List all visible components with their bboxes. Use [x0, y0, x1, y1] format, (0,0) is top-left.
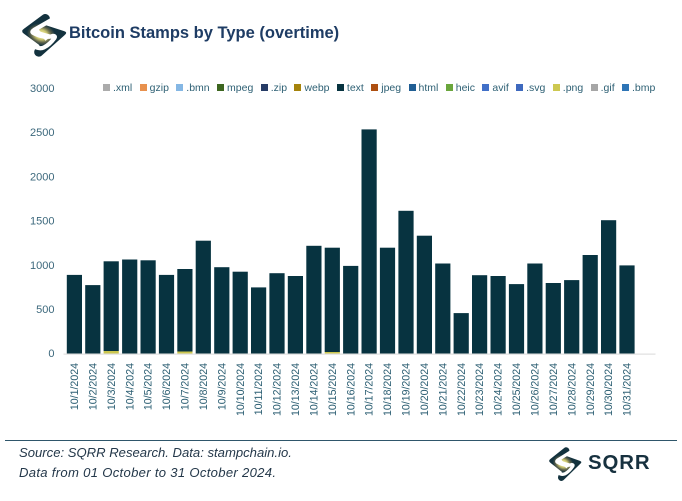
svg-text:10/26/2024: 10/26/2024 — [530, 363, 542, 416]
svg-text:10/22/2024: 10/22/2024 — [456, 363, 468, 416]
svg-text:10/10/2024: 10/10/2024 — [235, 363, 247, 416]
svg-text:500: 500 — [36, 304, 54, 316]
svg-text:10/25/2024: 10/25/2024 — [511, 363, 523, 416]
svg-text:10/18/2024: 10/18/2024 — [382, 363, 394, 416]
svg-text:10/24/2024: 10/24/2024 — [493, 363, 505, 416]
svg-text:10/11/2024: 10/11/2024 — [253, 363, 265, 415]
svg-text:10/5/2024: 10/5/2024 — [143, 363, 155, 410]
svg-text:10/17/2024: 10/17/2024 — [364, 363, 376, 416]
svg-text:10/23/2024: 10/23/2024 — [474, 363, 486, 416]
svg-text:10/21/2024: 10/21/2024 — [437, 363, 449, 416]
svg-text:10/16/2024: 10/16/2024 — [345, 363, 357, 416]
svg-text:10/29/2024: 10/29/2024 — [585, 363, 597, 416]
svg-text:10/12/2024: 10/12/2024 — [272, 363, 284, 416]
svg-text:10/9/2024: 10/9/2024 — [216, 363, 228, 410]
svg-text:10/1/2024: 10/1/2024 — [69, 363, 81, 410]
svg-text:2500: 2500 — [30, 127, 54, 139]
svg-text:10/30/2024: 10/30/2024 — [603, 363, 615, 416]
svg-text:10/15/2024: 10/15/2024 — [327, 363, 339, 416]
svg-text:10/4/2024: 10/4/2024 — [124, 363, 136, 410]
svg-text:1500: 1500 — [30, 216, 54, 228]
svg-text:2000: 2000 — [30, 171, 54, 183]
svg-text:10/8/2024: 10/8/2024 — [198, 363, 210, 410]
svg-text:10/2/2024: 10/2/2024 — [87, 363, 99, 410]
svg-text:10/27/2024: 10/27/2024 — [548, 363, 560, 416]
svg-text:10/3/2024: 10/3/2024 — [106, 363, 118, 410]
svg-text:10/20/2024: 10/20/2024 — [419, 363, 431, 416]
svg-text:0: 0 — [48, 348, 54, 360]
svg-text:10/7/2024: 10/7/2024 — [180, 363, 192, 410]
svg-text:10/31/2024: 10/31/2024 — [622, 363, 634, 416]
svg-text:10/14/2024: 10/14/2024 — [309, 363, 321, 416]
svg-text:10/6/2024: 10/6/2024 — [161, 363, 173, 410]
svg-text:3000: 3000 — [30, 83, 54, 95]
svg-text:10/28/2024: 10/28/2024 — [566, 363, 578, 416]
svg-text:1000: 1000 — [30, 260, 54, 272]
svg-text:10/13/2024: 10/13/2024 — [290, 363, 302, 416]
svg-text:10/19/2024: 10/19/2024 — [401, 363, 413, 416]
